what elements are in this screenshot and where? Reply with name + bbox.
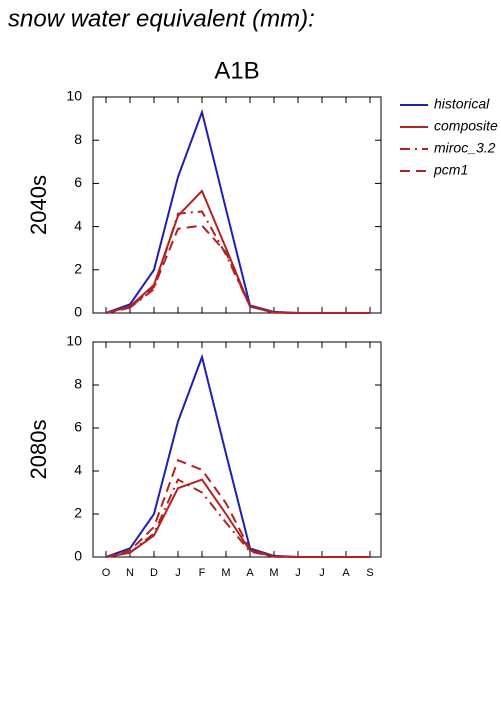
series-line [105, 189, 370, 314]
series-line [105, 353, 370, 558]
x-tick-label: J [319, 567, 325, 579]
x-tick-label: M [269, 567, 278, 579]
x-tick-label: J [175, 567, 181, 579]
y-axis-label: 2080s [26, 420, 51, 480]
y-tick-label: 0 [74, 304, 82, 320]
x-tick-label: S [366, 567, 373, 579]
legend-label: miroc_3.2 [434, 140, 496, 156]
x-tick-label: N [126, 567, 134, 579]
y-tick-label: 6 [74, 174, 82, 190]
subtitle: A1B [214, 57, 259, 84]
y-tick-label: 2 [74, 505, 82, 521]
y-tick-label: 8 [74, 131, 82, 147]
x-tick-label: M [221, 567, 230, 579]
series-line [105, 478, 370, 558]
y-tick-label: 6 [74, 419, 82, 435]
series-line [105, 210, 370, 314]
y-tick-label: 10 [66, 333, 82, 349]
x-tick-label: A [342, 567, 350, 579]
series-line [105, 224, 370, 314]
y-tick-label: 2 [74, 261, 82, 277]
series-line [105, 478, 370, 558]
plot-frame [92, 341, 382, 558]
y-tick-label: 10 [66, 88, 82, 104]
legend-label: pcm1 [433, 162, 468, 178]
y-axis-label: 2040s [26, 175, 51, 235]
x-tick-label: A [246, 567, 254, 579]
x-tick-label: F [199, 567, 206, 579]
x-tick-label: O [102, 567, 111, 579]
legend-label: historical [434, 96, 490, 112]
plot-frame [92, 96, 382, 314]
x-tick-label: D [150, 567, 158, 579]
y-tick-label: 0 [74, 548, 82, 564]
series-line [105, 458, 370, 558]
series-line [105, 108, 370, 314]
x-tick-label: J [295, 567, 301, 579]
y-tick-label: 4 [74, 462, 82, 478]
y-tick-label: 4 [74, 217, 82, 233]
page-title: snow water equivalent (mm): [8, 5, 315, 32]
y-tick-label: 8 [74, 376, 82, 392]
legend-label: composite [434, 118, 498, 134]
